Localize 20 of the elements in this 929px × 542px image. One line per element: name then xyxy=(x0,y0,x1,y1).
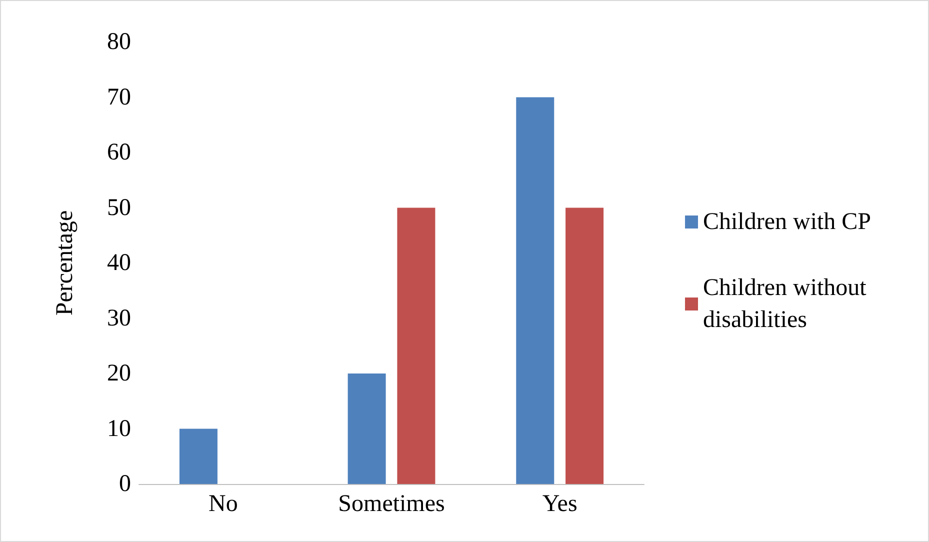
y-tick-label: 70 xyxy=(107,84,131,110)
bar xyxy=(566,208,604,484)
bar xyxy=(179,428,218,484)
y-tick-label: 30 xyxy=(107,305,131,332)
legend-label: Children with CP xyxy=(703,209,872,235)
y-axis-title: Percentage xyxy=(52,210,78,316)
y-tick-label: 80 xyxy=(107,29,131,55)
y-tick-label: 40 xyxy=(107,250,131,276)
bar xyxy=(397,208,436,484)
x-tick-label: Sometimes xyxy=(338,491,445,517)
x-tick-label: No xyxy=(208,491,238,517)
bar xyxy=(516,97,554,484)
y-tick-label: 50 xyxy=(107,194,131,221)
x-tick-label: Yes xyxy=(542,491,578,517)
legend-label: Children without disabilities xyxy=(703,275,872,333)
y-tick-label: 20 xyxy=(107,360,131,386)
y-tick-label: 10 xyxy=(107,416,131,442)
y-tick-label: 60 xyxy=(107,140,131,166)
bar xyxy=(348,374,386,484)
y-tick-label: 0 xyxy=(119,471,131,497)
